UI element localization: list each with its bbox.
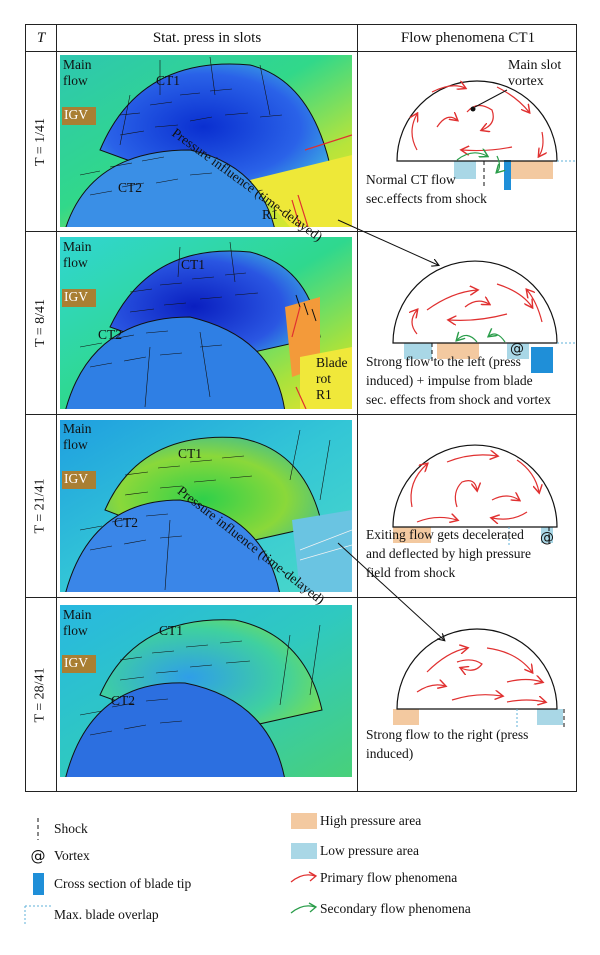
- header-flow-phenomena: Flow phenomena CT1: [400, 30, 536, 46]
- legend-blade-tip-label: Cross section of blade tip: [54, 876, 192, 891]
- blade-rot-label: rot: [316, 371, 331, 386]
- row-4-description: Strong flow to the right (press: [366, 727, 529, 742]
- flow-diagram-row-1: [396, 80, 575, 190]
- main-slot-vortex-label: Main slot: [508, 58, 562, 73]
- time-label-row-4: T = 28/41: [33, 667, 48, 723]
- legend-secondary-flow: Secondary flow phenomena: [288, 901, 471, 917]
- legend-primary-flow-label: Primary flow phenomena: [320, 870, 458, 885]
- flow-diagram-row-4: [393, 628, 565, 728]
- legend-max-overlap: Max. blade overlap: [22, 904, 159, 926]
- row-2-description: Strong flow to the left (press: [366, 354, 521, 369]
- main-flow-label: Main: [63, 239, 92, 254]
- time-label-row-2: T = 8/41: [33, 298, 48, 348]
- flow-diagram-row-3: @: [392, 444, 558, 547]
- svg-text:@: @: [510, 341, 524, 357]
- legend-max-overlap-label: Max. blade overlap: [54, 907, 159, 922]
- shock-icon: [22, 818, 54, 840]
- sim-image-row-3: [60, 420, 352, 592]
- header-stat-press: Stat. press in slots: [152, 30, 262, 46]
- ct2-label: CT2: [118, 180, 143, 195]
- blade-rot-label: Blade: [316, 355, 348, 370]
- legend-high-pressure: High pressure area: [288, 813, 421, 829]
- ct1-label: CT1: [156, 73, 181, 88]
- main-flow-label: Main: [63, 57, 92, 72]
- row-divider: [26, 51, 576, 52]
- svg-text:@: @: [540, 530, 554, 546]
- row-3-description: Exiting flow gets decelerated: [366, 527, 524, 542]
- r1-label: R1: [262, 207, 278, 222]
- igv-label: IGV: [62, 107, 96, 125]
- legend-high-pressure-label: High pressure area: [320, 813, 422, 828]
- high-pressure-swatch: [288, 813, 320, 829]
- legend-primary-flow: Primary flow phenomena: [288, 870, 457, 886]
- main-flow-label: Main: [63, 421, 92, 436]
- ct1-label: CT1: [181, 257, 206, 272]
- blade-tip-icon: [22, 873, 54, 895]
- ct2-label: CT2: [114, 515, 139, 530]
- vortex-icon: @: [30, 847, 46, 865]
- main-flow-label: Main: [63, 607, 92, 622]
- time-label-row-3: T = 21/41: [33, 478, 48, 534]
- row-2-description: induced) + impulse from blade: [366, 373, 533, 388]
- primary-flow-arrow-icon: [288, 870, 320, 886]
- legend-vortex-label: Vortex: [54, 848, 90, 863]
- ct2-label: CT2: [111, 693, 136, 708]
- main-flow-label: flow: [63, 437, 88, 452]
- max-overlap-icon: [22, 904, 54, 926]
- row-divider: [26, 597, 576, 598]
- time-label-row-1: T = 1/41: [33, 117, 48, 166]
- igv-label: IGV: [62, 289, 96, 307]
- main-flow-label: flow: [63, 255, 88, 270]
- sim-image-row-2: [60, 237, 352, 409]
- row-divider: [26, 231, 576, 232]
- row-4-description: induced): [366, 746, 414, 761]
- flow-diagram-row-2: @: [392, 260, 575, 373]
- ct1-label: CT1: [178, 446, 203, 461]
- sim-image-row-4: [60, 605, 352, 777]
- legend-shock: Shock: [22, 818, 88, 840]
- col-divider: [56, 25, 57, 791]
- flow-phenomena-diagrams: @ @: [392, 80, 575, 728]
- legend-low-pressure: Low pressure area: [288, 843, 419, 859]
- secondary-flow-arrow-icon: [288, 901, 320, 917]
- legend-secondary-flow-label: Secondary flow phenomena: [320, 901, 471, 916]
- legend-shock-label: Shock: [54, 821, 88, 836]
- row-divider: [26, 414, 576, 415]
- main-flow-label: flow: [63, 73, 88, 88]
- main-flow-label: flow: [63, 623, 88, 638]
- row-1-description: sec.effects from shock: [366, 191, 487, 206]
- r1-label: R1: [316, 387, 332, 402]
- sim-image-row-1: [60, 55, 352, 227]
- col-divider: [357, 25, 358, 791]
- row-3-description: field from shock: [366, 565, 456, 580]
- ct1-label: CT1: [159, 623, 184, 638]
- legend-low-pressure-label: Low pressure area: [320, 843, 419, 858]
- igv-label: IGV: [62, 655, 96, 673]
- figure-table: T Stat. press in slots Flow phenomena CT…: [25, 24, 577, 792]
- legend-vortex: @ Vortex: [22, 847, 90, 865]
- main-slot-vortex-label: vortex: [508, 74, 544, 89]
- row-2-description: sec. effects from shock and vortex: [366, 392, 551, 407]
- row-3-description: and deflected by high pressure: [366, 546, 531, 561]
- legend-blade-tip: Cross section of blade tip: [22, 873, 191, 895]
- igv-label: IGV: [62, 471, 96, 489]
- low-pressure-swatch: [288, 843, 320, 859]
- row-1-description: Normal CT flow: [366, 172, 456, 187]
- ct2-label: CT2: [98, 327, 123, 342]
- header-t: T: [36, 30, 46, 46]
